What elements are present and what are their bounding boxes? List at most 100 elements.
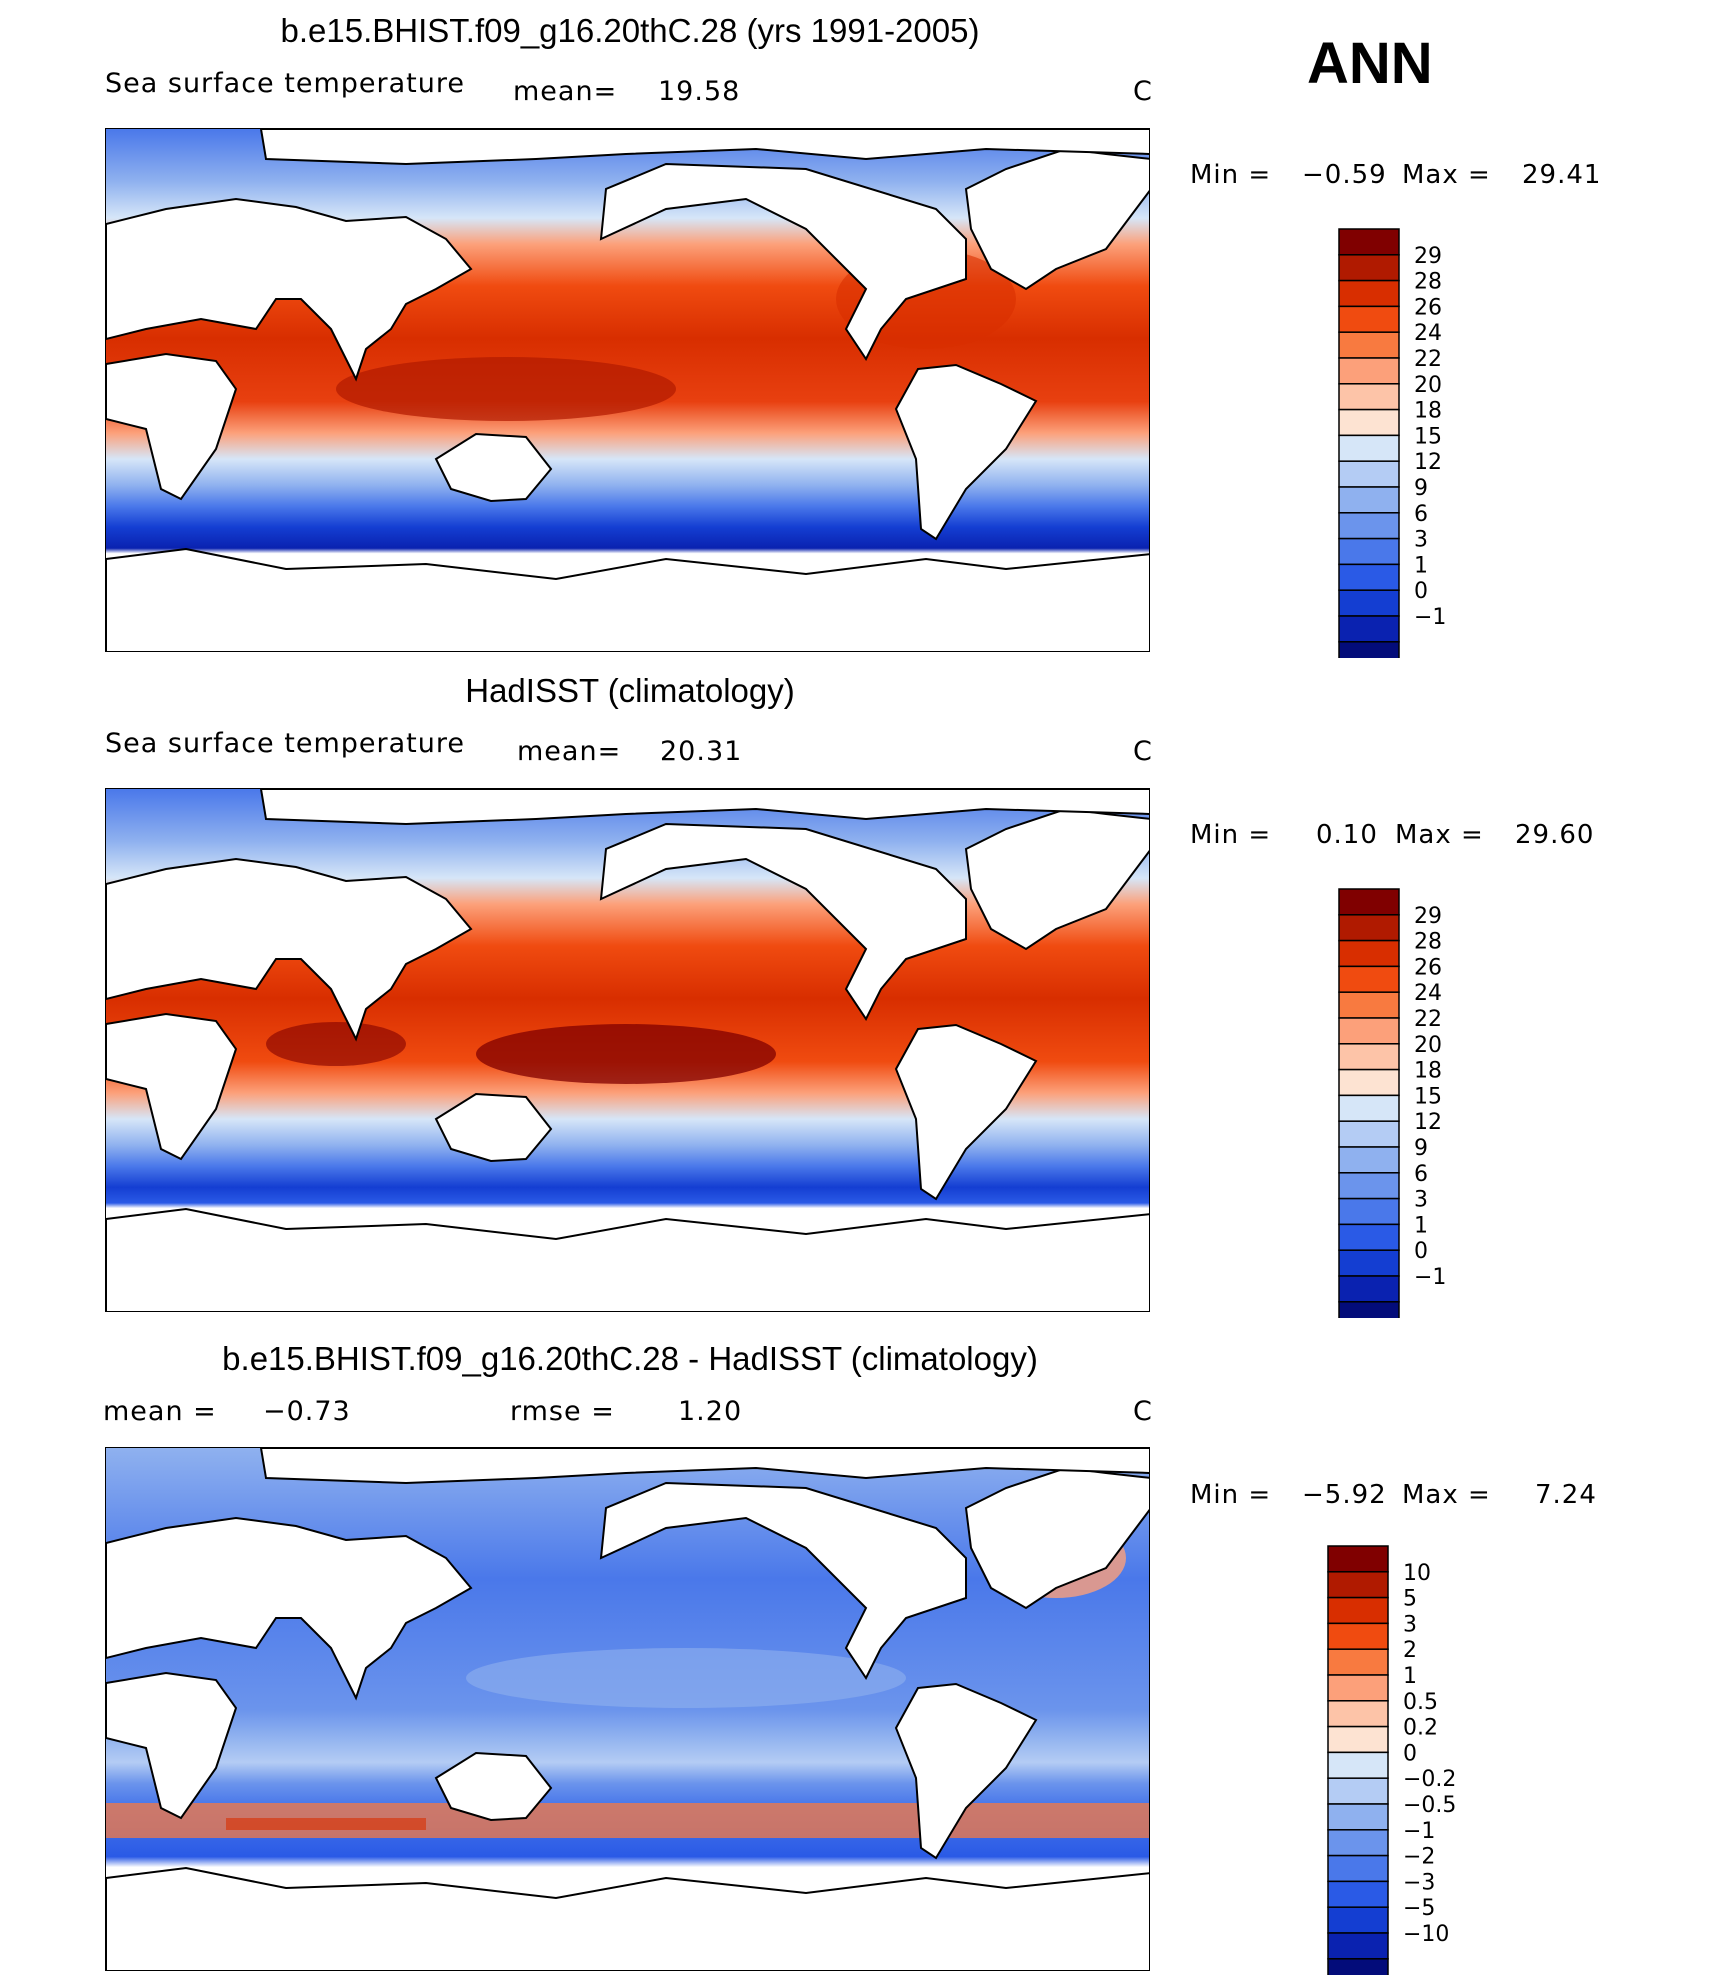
colorbar-swatch <box>1338 1223 1400 1251</box>
colorbar-tick-label: 9 <box>1414 476 1428 501</box>
colorbar-tick-label: 0.2 <box>1403 1716 1438 1741</box>
colorbar-tick-label: 6 <box>1414 502 1428 527</box>
colorbar-swatch <box>1338 589 1400 617</box>
colorbar-swatch <box>1327 1906 1389 1934</box>
colorbar-tick-label: 15 <box>1414 424 1442 449</box>
colorbar-swatch <box>1338 615 1400 643</box>
colorbar-swatch <box>1327 1571 1389 1599</box>
panel-1-units: C <box>1133 76 1153 107</box>
colorbar-tick-label: 10 <box>1403 1561 1431 1586</box>
panel-2-variable: Sea surface temperature <box>105 728 465 759</box>
colorbar-swatch <box>1338 965 1400 993</box>
colorbar-tick-label: 1 <box>1414 1213 1428 1238</box>
panel-1-min-label: Min = <box>1190 160 1272 190</box>
colorbar-swatch <box>1338 1043 1400 1071</box>
panel-1-variable: Sea surface temperature <box>105 68 465 99</box>
colorbar-tick-label: 12 <box>1414 450 1442 475</box>
colorbar-swatch <box>1338 537 1400 566</box>
panel-2-mean-value: 20.31 <box>660 736 743 767</box>
panel-3-max-label: Max = <box>1402 1480 1491 1510</box>
colorbar-swatch <box>1327 1725 1389 1754</box>
colorbar-swatch <box>1338 460 1400 488</box>
colorbar-tick-label: −0.5 <box>1403 1793 1456 1818</box>
colorbar-swatch <box>1338 563 1400 591</box>
colorbar-tick-label: 24 <box>1414 321 1442 346</box>
colorbar-tick-label: 0 <box>1414 579 1428 604</box>
colorbar-swatch <box>1327 1803 1389 1831</box>
colorbar-swatch <box>1338 914 1400 942</box>
colorbar-tick-label: −1 <box>1403 1819 1435 1844</box>
colorbar-swatch <box>1327 1648 1389 1676</box>
colorbar-tick-label: 26 <box>1414 295 1442 320</box>
colorbar-swatch <box>1338 641 1400 658</box>
panel-1-map <box>105 128 1150 652</box>
colorbar-tick-label: 28 <box>1414 930 1442 955</box>
colorbar-tick-label: 1 <box>1403 1664 1417 1689</box>
panel-3-max-value: 7.24 <box>1535 1480 1597 1510</box>
colorbar-tick-label: 0 <box>1403 1741 1417 1766</box>
panel-3-rmse-value: 1.20 <box>678 1396 743 1427</box>
colorbar-tick-label: 18 <box>1414 399 1442 424</box>
colorbar-swatch <box>1338 408 1400 437</box>
panel-2-min-value: 0.10 <box>1316 820 1378 850</box>
panel-2-max-value: 29.60 <box>1515 820 1595 850</box>
colorbar-tick-label: 2 <box>1403 1638 1417 1663</box>
colorbar-swatch <box>1338 1146 1400 1174</box>
colorbar-tick-label: 15 <box>1414 1084 1442 1109</box>
colorbar-swatch <box>1327 1777 1389 1805</box>
colorbar-tick-label: 3 <box>1403 1612 1417 1637</box>
colorbar-tick-label: −10 <box>1403 1922 1449 1947</box>
colorbar-tick-label: 6 <box>1414 1162 1428 1187</box>
colorbar-swatch <box>1338 991 1400 1019</box>
panel-3-min-label: Min = <box>1190 1480 1272 1510</box>
colorbar-tick-label: 22 <box>1414 1007 1442 1032</box>
colorbar-tick-label: 28 <box>1414 270 1442 295</box>
colorbar-swatch <box>1338 331 1400 359</box>
colorbar-tick-label: 12 <box>1414 1110 1442 1135</box>
colorbar-swatch <box>1338 1094 1400 1122</box>
colorbar-tick-label: 3 <box>1414 528 1428 553</box>
colorbar-swatch <box>1338 1197 1400 1226</box>
panel-3-map <box>105 1447 1150 1971</box>
colorbar-tick-label: 0.5 <box>1403 1690 1438 1715</box>
colorbar-swatch <box>1327 1700 1389 1728</box>
colorbar-swatch <box>1338 1068 1400 1097</box>
panel-3-rmse-label: rmse = <box>510 1396 615 1427</box>
colorbar-tick-label: −0.2 <box>1403 1767 1456 1792</box>
panel-2-title: HadISST (climatology) <box>465 672 795 709</box>
panel-1-mean-value: 19.58 <box>658 76 741 107</box>
colorbar-swatch <box>1327 1622 1389 1650</box>
colorbar-tick-label: 3 <box>1414 1188 1428 1213</box>
colorbar-tick-label: 29 <box>1414 244 1442 269</box>
colorbar-swatch <box>1327 1751 1389 1779</box>
colorbar-swatch <box>1338 357 1400 385</box>
colorbar-tick-label: 29 <box>1414 904 1442 929</box>
colorbar-swatch <box>1338 254 1400 282</box>
colorbar-tick-label: −2 <box>1403 1845 1435 1870</box>
panel-2-min-label: Min = <box>1190 820 1272 850</box>
panel-1-mean-label: mean= <box>513 76 618 107</box>
panel-2-map <box>105 788 1150 1312</box>
colorbar-swatch <box>1327 1829 1389 1857</box>
panel-3-mean-value: −0.73 <box>263 1396 351 1427</box>
colorbar-swatch <box>1338 1120 1400 1148</box>
colorbar-tick-label: 1 <box>1414 553 1428 578</box>
colorbar-tick-label: 0 <box>1414 1239 1428 1264</box>
panel-1-min-value: −0.59 <box>1302 160 1387 190</box>
colorbar-swatch <box>1327 1674 1389 1702</box>
colorbar-tick-label: 20 <box>1414 373 1442 398</box>
colorbar-swatch <box>1338 1275 1400 1303</box>
colorbar-swatch <box>1327 1880 1389 1908</box>
colorbar-swatch <box>1338 888 1400 916</box>
colorbar-swatch <box>1338 228 1400 256</box>
colorbar-swatch <box>1327 1854 1389 1883</box>
colorbar-swatch <box>1327 1958 1389 1975</box>
colorbar-swatch <box>1338 512 1400 540</box>
panel-3-units: C <box>1133 1396 1153 1427</box>
colorbar-tick-label: 9 <box>1414 1136 1428 1161</box>
colorbar-swatch <box>1338 1301 1400 1318</box>
colorbar-swatch <box>1338 1017 1400 1045</box>
